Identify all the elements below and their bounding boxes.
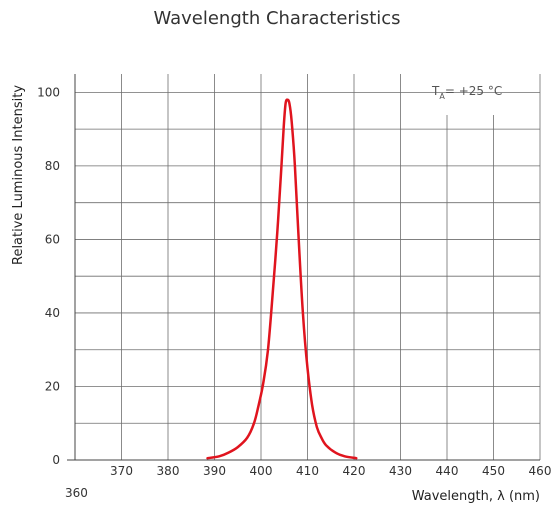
x-tick-label: 390 bbox=[203, 464, 226, 478]
x-tick-label: 420 bbox=[343, 464, 366, 478]
x-tick-label: 430 bbox=[389, 464, 412, 478]
y-tick-label: 60 bbox=[45, 232, 60, 246]
x-tick-label: 450 bbox=[482, 464, 505, 478]
y-tick-label: 80 bbox=[45, 159, 60, 173]
tick-labels: 0 20 40 60 80 100 360 370 380 390 400 410 420 430 440 4… bbox=[37, 85, 551, 500]
x-tick-label: 400 bbox=[250, 464, 273, 478]
x-tick-label: 380 bbox=[157, 464, 180, 478]
x-tick-label: 460 bbox=[529, 464, 552, 478]
temperature-annotation: TA= +25 °C bbox=[431, 84, 502, 101]
series-line bbox=[206, 98, 358, 460]
x-axis-label: Wavelength, λ (nm) bbox=[412, 489, 540, 504]
grid bbox=[75, 74, 541, 460]
y-axis-label: Relative Luminous Intensity bbox=[11, 85, 26, 265]
series-group bbox=[206, 98, 358, 460]
x-tick-label: 440 bbox=[436, 464, 459, 478]
y-tick-label: 40 bbox=[45, 306, 60, 320]
y-tick-label: 100 bbox=[37, 85, 60, 99]
x-tick-label: 360 bbox=[65, 486, 88, 500]
y-tick-label: 0 bbox=[52, 453, 60, 467]
x-tick-label: 370 bbox=[110, 464, 133, 478]
x-tick-label: 410 bbox=[296, 464, 319, 478]
chart-title: Wavelength Characteristics bbox=[153, 8, 401, 29]
axes bbox=[67, 74, 540, 461]
y-tick-label: 20 bbox=[45, 379, 60, 393]
